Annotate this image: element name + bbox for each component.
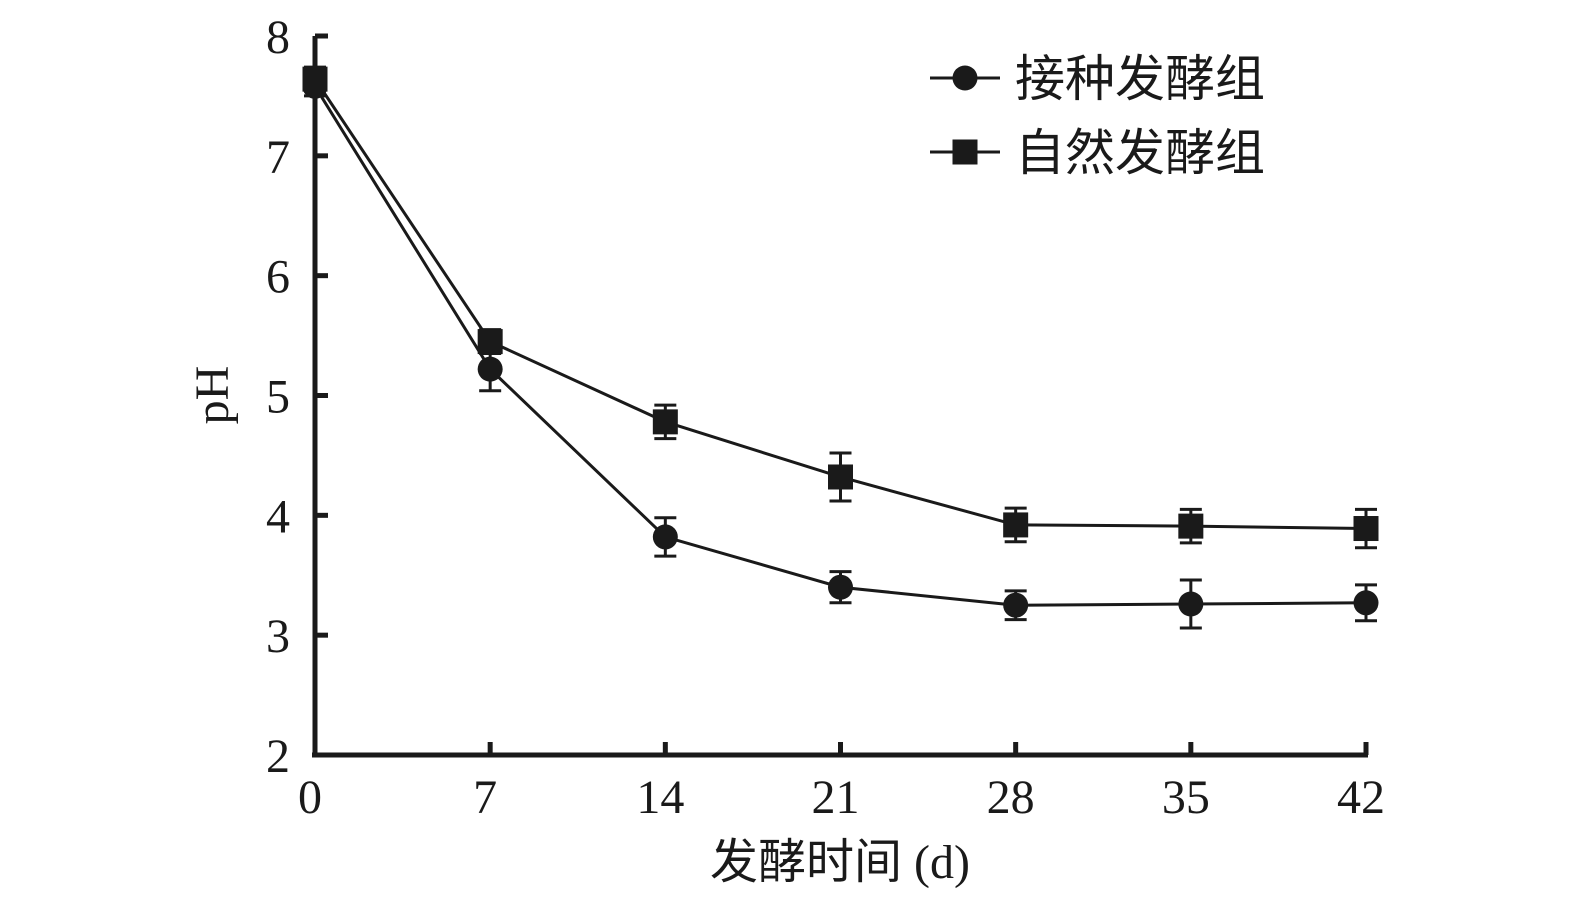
y-tick-label: 4 [266, 490, 290, 543]
x-ticks: 0 7 14 21 28 35 42 [298, 742, 1385, 824]
data-point [828, 574, 853, 600]
y-tick-label: 6 [266, 251, 290, 304]
legend-marker [952, 139, 978, 165]
x-tick-label: 42 [1337, 771, 1385, 824]
x-axis-title: 发酵时间 (d) [710, 836, 970, 889]
data-point [1178, 513, 1204, 539]
x-tick-label: 14 [636, 771, 684, 824]
y-axis-title: pH [186, 366, 239, 425]
data-point [1353, 590, 1379, 616]
legend-item-2: 自然发酵组 [930, 125, 1265, 181]
data-point [828, 464, 853, 490]
data-point [477, 356, 503, 382]
data-point [1003, 592, 1029, 618]
x-tick-label: 35 [1162, 771, 1210, 824]
data-point [302, 66, 328, 92]
data-point [652, 409, 678, 435]
data-point [1178, 591, 1204, 617]
data-point [1353, 516, 1379, 542]
plot-area [302, 65, 1379, 630]
legend-marker [952, 65, 978, 91]
y-tick-label: 7 [266, 131, 290, 184]
y-tick-label: 8 [266, 11, 290, 64]
x-tick-label: 21 [812, 771, 860, 824]
y-ticks: 2 3 4 5 6 7 8 [266, 11, 328, 783]
x-tick-label: 0 [298, 771, 322, 824]
legend-label: 接种发酵组 [1015, 51, 1265, 107]
data-point [1003, 512, 1029, 538]
x-tick-label: 7 [473, 771, 497, 824]
legend-label: 自然发酵组 [1015, 125, 1265, 181]
series-2 [302, 65, 1379, 550]
y-tick-label: 2 [266, 730, 290, 783]
y-tick-label: 5 [266, 371, 290, 424]
y-tick-label: 3 [266, 610, 290, 663]
data-point [652, 524, 678, 550]
data-point [477, 329, 503, 355]
legend-item-1: 接种发酵组 [930, 51, 1265, 107]
x-tick-label: 28 [987, 771, 1035, 824]
